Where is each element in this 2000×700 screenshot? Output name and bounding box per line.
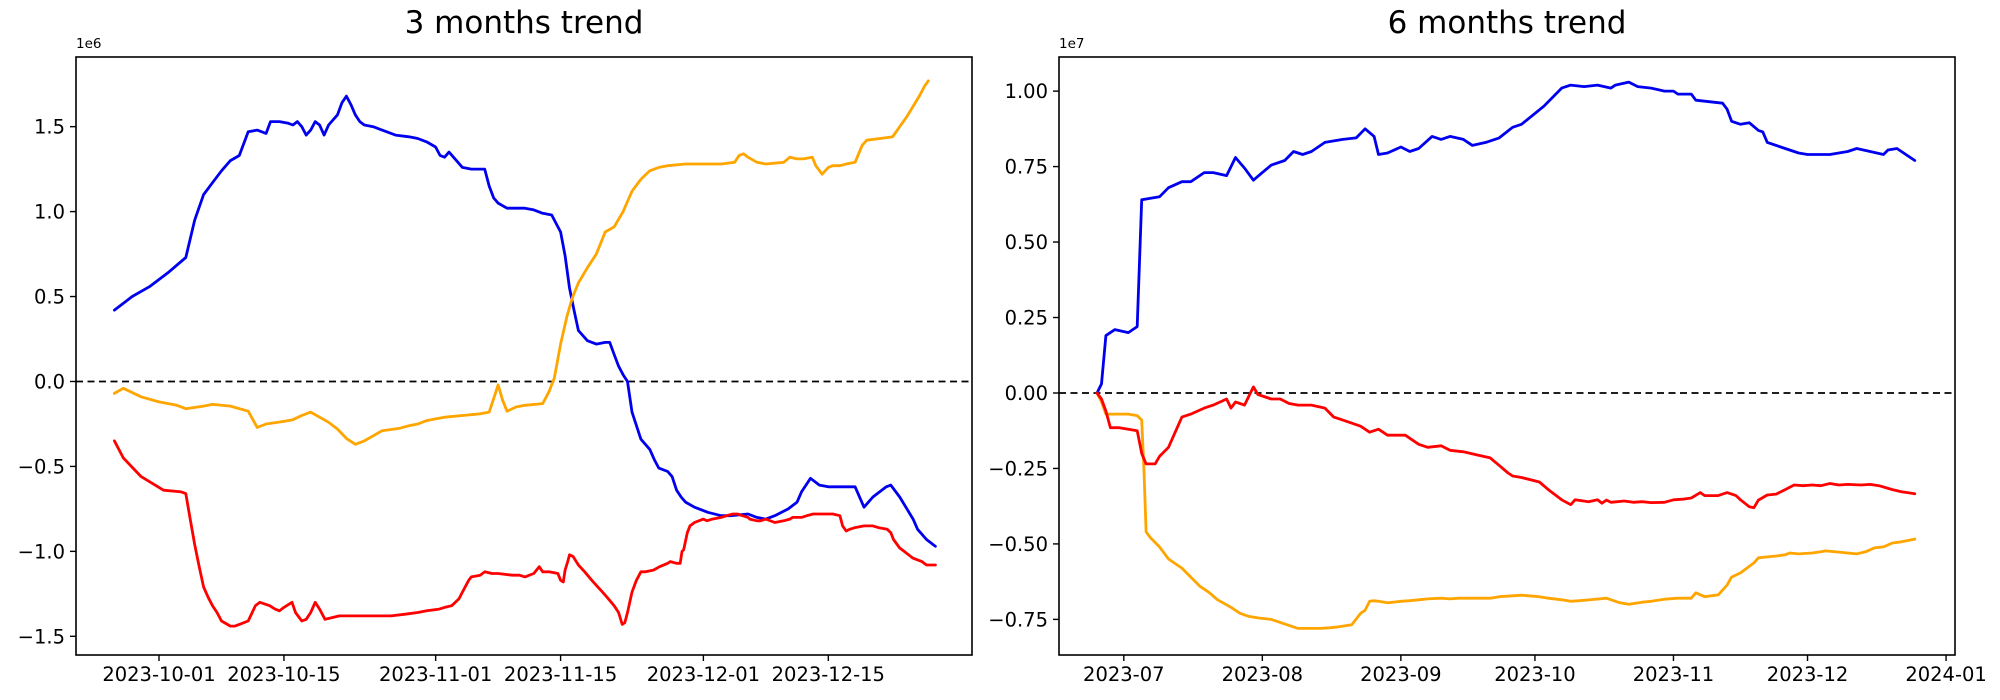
y-axis-offset-label-1e7: 1e7 [1059,36,1085,52]
x-tick-label: 2023-12 [1767,663,1848,686]
y-tick-label: 1.00 [1005,80,1048,103]
x-tick-label: 2023-10 [1494,663,1575,686]
series-line-red [1095,385,1917,510]
series-line-orange [1095,391,1917,630]
x-tick-label: 2023-10-01 [102,663,215,686]
chart-title-6-months: 6 months trend [1387,5,1627,41]
plot-frame [75,56,973,656]
plot-frame [1058,56,1956,656]
series-line-red [113,439,937,628]
x-tick-label: 2023-11-01 [379,663,492,686]
y-tick-label: −0.25 [988,457,1048,480]
series-line-blue [1095,80,1917,395]
y-tick-label: 0.25 [1005,307,1048,330]
series-line-blue [113,94,937,548]
y-tick-label: 1.5 [34,116,65,139]
y-tick-label: 0.0 [34,370,65,393]
x-tick-label: 2023-11-15 [504,663,617,686]
x-tick-label: 2023-12-01 [647,663,760,686]
x-tick-label: 2023-11 [1633,663,1714,686]
x-tick-label: 2023-07 [1083,663,1164,686]
y-tick-label: −0.75 [988,608,1048,631]
x-tick-label: 2024-01 [1905,663,1986,686]
y-tick-label: −0.50 [988,533,1048,556]
series-line-orange [113,79,930,446]
x-tick-label: 2023-08 [1222,663,1303,686]
y-tick-label: 0.50 [1005,231,1048,254]
x-tick-label: 2023-12-15 [772,663,885,686]
y-tick-label: −1.5 [18,625,65,648]
y-axis-offset-label-1e6: 1e6 [76,36,102,52]
y-tick-label: 0.75 [1005,156,1048,179]
y-tick-label: −1.0 [18,540,65,563]
y-tick-label: 0.5 [34,286,65,309]
chart-title-3-months: 3 months trend [404,5,644,41]
y-tick-label: 0.00 [1005,382,1048,405]
y-tick-label: 1.0 [34,201,65,224]
x-tick-label: 2023-10-15 [227,663,340,686]
y-tick-label: −0.5 [18,455,65,478]
x-tick-label: 2023-09 [1360,663,1441,686]
